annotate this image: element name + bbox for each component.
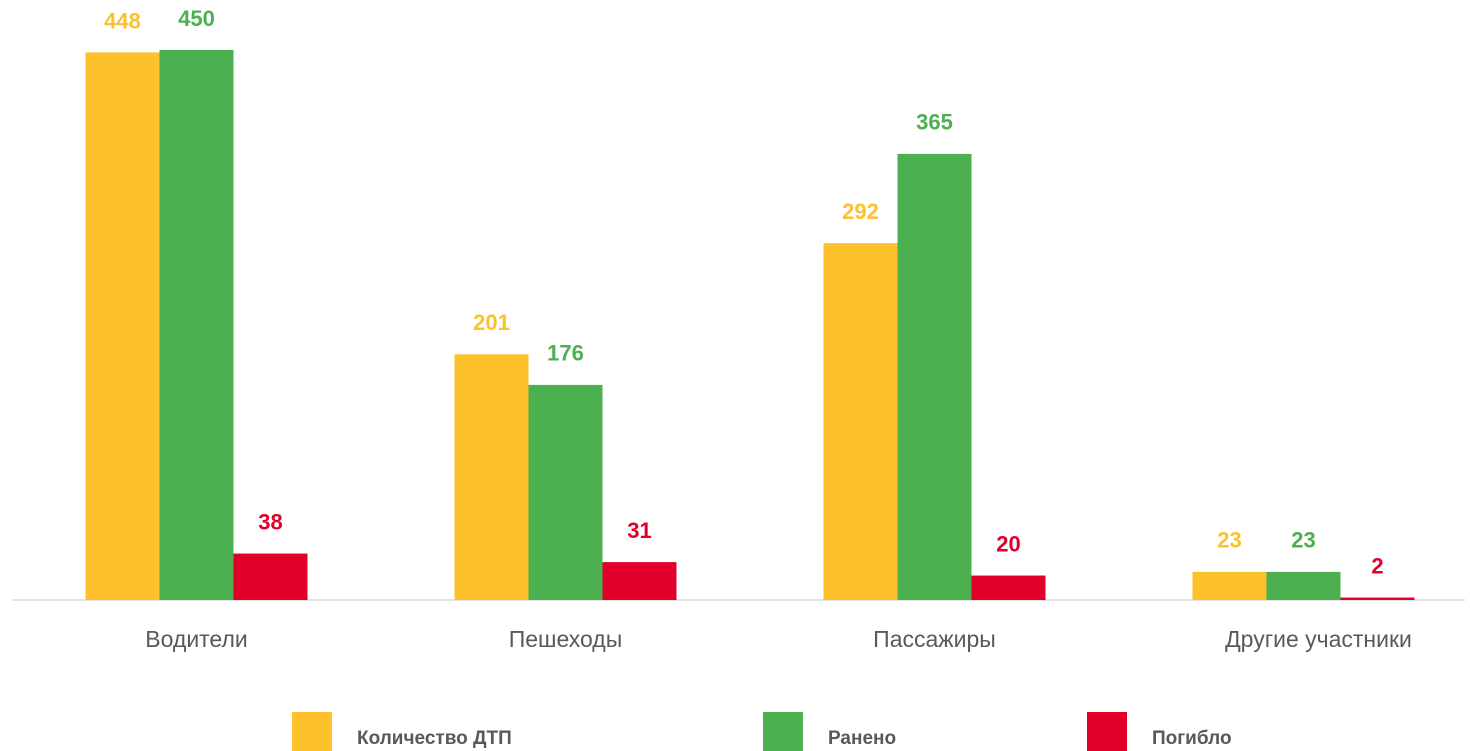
bar [602, 562, 677, 600]
bar [1266, 571, 1341, 600]
bar [1340, 597, 1415, 600]
legend-label: Погибло [1152, 728, 1232, 749]
x-tick-label: Водители [145, 626, 247, 652]
bar [823, 243, 898, 600]
value-label: 450 [178, 6, 215, 31]
legend-label: Ранено [828, 728, 896, 749]
value-label: 176 [547, 341, 584, 366]
bar [159, 50, 234, 600]
bar [1192, 571, 1267, 600]
x-tick-label: Пассажиры [873, 626, 996, 652]
bar [528, 384, 603, 600]
bar [971, 575, 1046, 600]
legend-label: Количество ДТП [357, 728, 512, 749]
value-label: 2 [1371, 553, 1383, 578]
value-label: 20 [996, 531, 1020, 556]
legend-swatch [1087, 712, 1127, 751]
bar [85, 52, 160, 600]
bar [233, 553, 308, 600]
value-label: 38 [258, 509, 282, 534]
value-label: 292 [842, 199, 879, 224]
bar [897, 153, 972, 600]
value-label: 201 [473, 310, 510, 335]
value-label: 448 [104, 8, 141, 33]
value-label: 31 [627, 518, 651, 543]
x-tick-label: Другие участники [1225, 626, 1412, 652]
legend-swatch [292, 712, 332, 751]
legend-swatch [763, 712, 803, 751]
value-label: 365 [916, 110, 953, 135]
x-tick-label: Пешеходы [509, 626, 623, 652]
value-label: 23 [1217, 528, 1241, 553]
bar [454, 354, 529, 600]
value-label: 23 [1291, 528, 1315, 553]
